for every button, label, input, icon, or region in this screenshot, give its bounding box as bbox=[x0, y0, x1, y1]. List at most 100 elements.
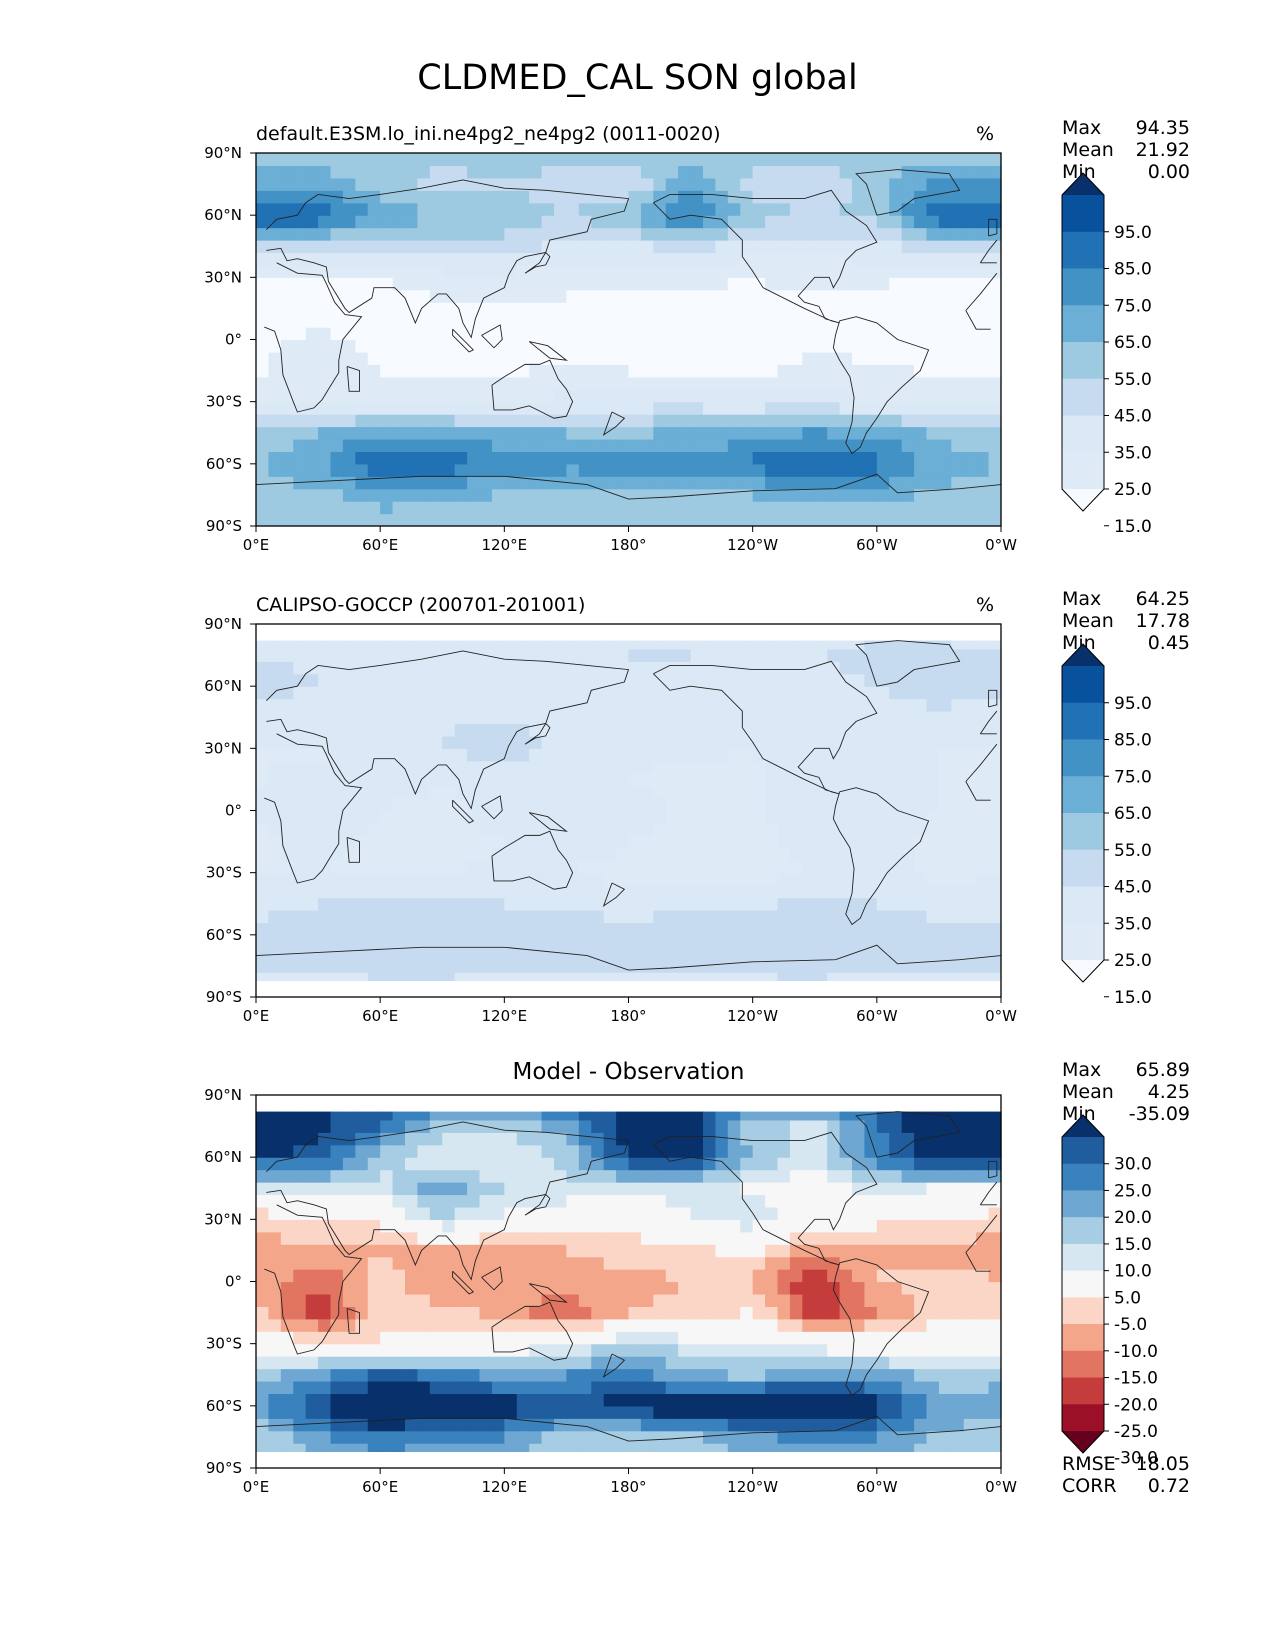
field-cell bbox=[342, 1343, 356, 1357]
field-cell bbox=[442, 1269, 456, 1283]
field-cell bbox=[330, 1169, 344, 1183]
colorbar-label: 35.0 bbox=[1114, 914, 1152, 934]
field-cell bbox=[529, 364, 543, 378]
field-cell bbox=[640, 314, 654, 328]
field-cell bbox=[380, 314, 394, 328]
field-cell bbox=[429, 476, 443, 490]
field-cell bbox=[963, 501, 977, 515]
field-cell bbox=[268, 438, 282, 452]
field-cell bbox=[963, 240, 977, 254]
colorbar-label: 45.0 bbox=[1114, 878, 1152, 898]
field-cell bbox=[628, 661, 642, 675]
field-cell bbox=[988, 1405, 1002, 1419]
field-cell bbox=[479, 401, 493, 415]
field-cell bbox=[566, 165, 580, 179]
field-cell bbox=[901, 1281, 915, 1295]
colorbar-label: 55.0 bbox=[1114, 841, 1152, 861]
field-cell bbox=[467, 1206, 481, 1220]
field-cell bbox=[305, 339, 319, 353]
field-cell bbox=[752, 351, 766, 365]
field-cell bbox=[479, 376, 493, 390]
field-cell bbox=[479, 1281, 493, 1295]
field-cell bbox=[318, 872, 332, 886]
field-cell bbox=[256, 723, 270, 737]
field-cell bbox=[951, 438, 965, 452]
field-cell bbox=[963, 860, 977, 874]
field-cell bbox=[467, 822, 481, 836]
field-cell bbox=[802, 314, 816, 328]
field-cell bbox=[777, 1331, 791, 1345]
field-cell bbox=[690, 1393, 704, 1407]
field-cell bbox=[280, 1393, 294, 1407]
field-cell bbox=[901, 240, 915, 254]
field-cell bbox=[740, 1405, 754, 1419]
field-cell bbox=[988, 339, 1002, 353]
field-cell bbox=[988, 1269, 1002, 1283]
field-cell bbox=[442, 934, 456, 948]
field-cell bbox=[951, 885, 965, 899]
field-cell bbox=[839, 810, 853, 824]
field-cell bbox=[479, 1405, 493, 1419]
field-cell bbox=[926, 264, 940, 278]
field-cell bbox=[578, 1430, 592, 1444]
field-cell bbox=[342, 1443, 356, 1453]
field-cell bbox=[504, 1393, 518, 1407]
field-cell bbox=[355, 389, 369, 403]
field-cell bbox=[280, 1206, 294, 1220]
field-cell bbox=[752, 1206, 766, 1220]
field-cell bbox=[703, 240, 717, 254]
field-cell bbox=[926, 1244, 940, 1258]
field-cell bbox=[554, 1405, 568, 1419]
field-cell bbox=[727, 240, 741, 254]
field-cell bbox=[541, 438, 555, 452]
field-cell bbox=[628, 215, 642, 229]
field-cell bbox=[976, 314, 990, 328]
field-cell bbox=[665, 1331, 679, 1345]
field-cell bbox=[727, 1244, 741, 1258]
field-cell bbox=[715, 1356, 729, 1370]
field-cell bbox=[703, 476, 717, 490]
field-cell bbox=[591, 289, 605, 303]
field-cell bbox=[392, 847, 406, 861]
field-cell bbox=[616, 1244, 630, 1258]
field-cell bbox=[715, 376, 729, 390]
field-cell bbox=[963, 748, 977, 762]
field-cell bbox=[640, 1194, 654, 1208]
field-cell bbox=[429, 339, 443, 353]
field-cell bbox=[268, 922, 282, 936]
field-cell bbox=[926, 488, 940, 502]
field-cell bbox=[864, 885, 878, 899]
field-cell bbox=[367, 773, 381, 787]
field-cell bbox=[603, 885, 617, 899]
field-cell bbox=[938, 748, 952, 762]
field-cell bbox=[938, 1443, 952, 1453]
field-cell bbox=[703, 463, 717, 477]
field-cell bbox=[665, 451, 679, 465]
field-cell bbox=[467, 810, 481, 824]
field-cell bbox=[653, 835, 667, 849]
field-cell bbox=[789, 314, 803, 328]
field-cell bbox=[976, 1331, 990, 1345]
field-cell bbox=[355, 1343, 369, 1357]
field-cell bbox=[256, 885, 270, 899]
field-cell bbox=[566, 426, 580, 440]
field-cell bbox=[715, 351, 729, 365]
field-cell bbox=[293, 909, 307, 923]
field-cell bbox=[367, 414, 381, 428]
field-cell bbox=[491, 1306, 505, 1320]
field-cell bbox=[554, 1231, 568, 1245]
field-cell bbox=[814, 1194, 828, 1208]
field-cell bbox=[591, 190, 605, 204]
colorbar-label: 95.0 bbox=[1114, 223, 1152, 243]
field-cell bbox=[293, 277, 307, 291]
field-cell bbox=[541, 414, 555, 428]
field-cell bbox=[988, 277, 1002, 291]
field-cell bbox=[392, 785, 406, 799]
field-cell bbox=[703, 426, 717, 440]
field-cell bbox=[330, 835, 344, 849]
field-cell bbox=[752, 314, 766, 328]
field-cell bbox=[405, 1331, 419, 1345]
field-cell bbox=[554, 947, 568, 961]
field-cell bbox=[591, 488, 605, 502]
field-cell bbox=[330, 1380, 344, 1394]
